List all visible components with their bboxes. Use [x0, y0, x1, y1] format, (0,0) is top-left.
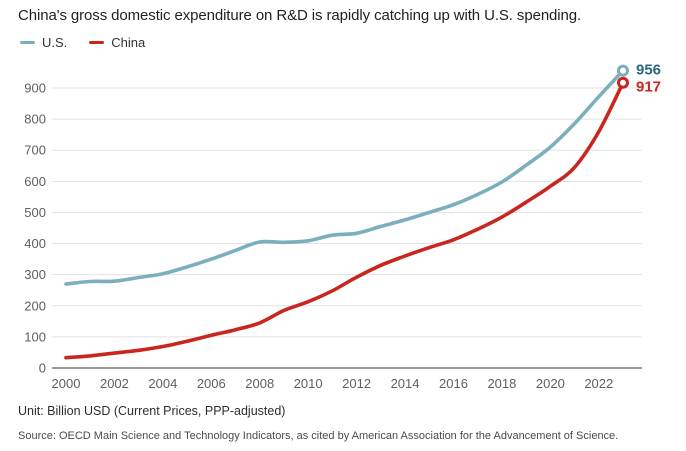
y-axis-label: 300: [24, 267, 46, 282]
china-line-swatch-icon: [89, 40, 105, 45]
x-axis-label: 2014: [391, 376, 420, 391]
us-line: [64, 68, 625, 286]
x-axis-label: 2018: [487, 376, 516, 391]
x-axis-label: 2000: [52, 376, 81, 391]
x-axis-label: 2010: [294, 376, 323, 391]
x-axis-label: 2020: [536, 376, 565, 391]
legend-item-china: China: [89, 35, 145, 50]
x-axis-label: 2004: [148, 376, 177, 391]
y-axis-label: 0: [39, 361, 46, 376]
legend-label-china: China: [111, 35, 146, 50]
x-axis-label: 2006: [197, 376, 226, 391]
y-axis-label: 600: [24, 174, 46, 189]
y-axis-label: 900: [24, 81, 46, 96]
china-end-value-label: 917: [636, 79, 661, 96]
x-axis-label: 2008: [245, 376, 274, 391]
y-axis-label: 100: [24, 329, 46, 344]
y-axis-label: 700: [24, 143, 46, 158]
x-axis-label: 2002: [100, 376, 129, 391]
y-axis-label: 800: [24, 112, 46, 127]
y-axis-label: 200: [24, 298, 46, 313]
y-axis-label: 500: [24, 205, 46, 220]
us-end-value-label: 956: [636, 62, 661, 79]
x-axis-label: 2022: [584, 376, 613, 391]
x-axis-label: 2012: [342, 376, 371, 391]
china-line: [64, 80, 625, 360]
source-note: Source: OECD Main Science and Technology…: [18, 430, 619, 442]
y-axis-label: 400: [24, 236, 46, 251]
chart-title: China's gross domestic expenditure on R&…: [18, 7, 582, 24]
legend-item-us: U.S.: [20, 35, 67, 50]
china-endpoint-marker: [617, 76, 629, 89]
us-endpoint-marker: [617, 64, 629, 77]
x-axis-label: 2016: [439, 376, 468, 391]
us-line-swatch-icon: [20, 40, 35, 45]
legend: U.S. China: [20, 35, 145, 50]
legend-label-us: U.S.: [42, 35, 68, 50]
unit-note: Unit: Billion USD (Current Prices, PPP-a…: [18, 404, 286, 418]
